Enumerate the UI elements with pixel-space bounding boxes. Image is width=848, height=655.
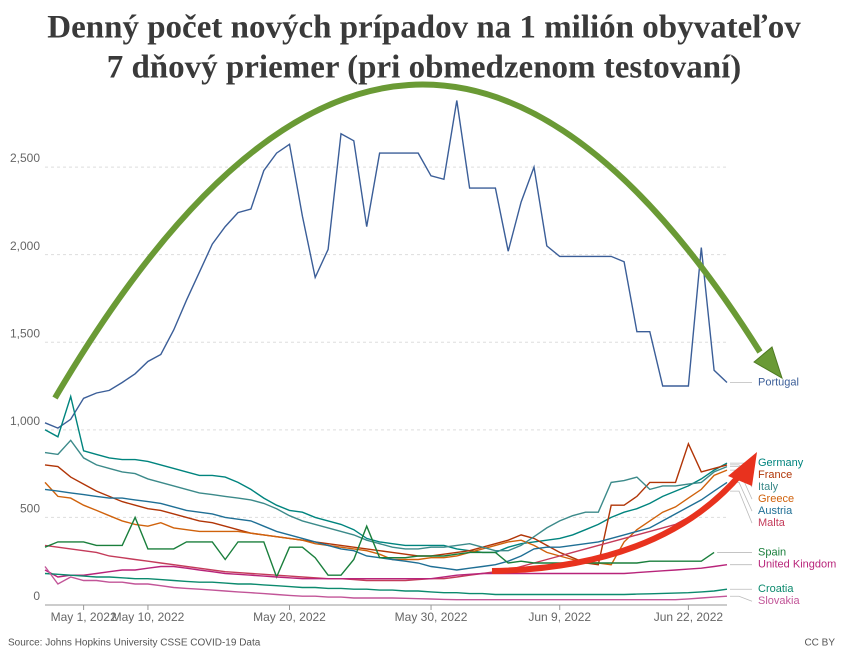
series-line — [44, 439, 728, 552]
legend-label: Portugal — [758, 376, 799, 388]
x-tick-label: Jun 22, 2022 — [654, 610, 724, 624]
chart-title: Denný počet nových prípadov na 1 milión … — [47, 10, 801, 46]
y-tick-label: 2,500 — [10, 151, 40, 165]
series-line — [44, 564, 728, 580]
y-tick-label: 500 — [20, 502, 40, 516]
y-tick-label: 1,000 — [10, 414, 40, 428]
trend-arc — [52, 81, 763, 400]
x-tick-label: Jun 9, 2022 — [528, 610, 591, 624]
series-line — [44, 100, 728, 429]
license-note: CC BY — [804, 638, 835, 649]
series-line — [44, 572, 728, 596]
y-tick-label: 0 — [33, 589, 40, 603]
series-line — [44, 566, 728, 601]
chart-subtitle: 7 dňový priemer (pri obmedzenom testovan… — [107, 50, 742, 86]
legend-label: Greece — [758, 493, 794, 505]
x-tick-label: May 30, 2022 — [395, 610, 468, 624]
legend-label: Spain — [758, 546, 786, 558]
legend-label: Slovakia — [758, 595, 800, 607]
legend-label: United Kingdom — [758, 559, 836, 571]
series-line — [44, 490, 728, 582]
series-line — [44, 469, 728, 566]
legend-label: Germany — [758, 457, 804, 469]
legend-label: France — [758, 469, 792, 481]
y-tick-label: 2,000 — [10, 239, 40, 253]
x-tick-label: May 20, 2022 — [253, 610, 326, 624]
x-tick-label: May 1, 2022 — [51, 610, 117, 624]
arc-arrowhead — [753, 346, 783, 380]
x-tick-label: May 10, 2022 — [112, 610, 185, 624]
legend-label: Austria — [758, 505, 793, 517]
y-tick-label: 1,500 — [10, 326, 40, 340]
series-line — [44, 515, 715, 579]
series-line — [44, 441, 728, 566]
rise-arrow — [491, 473, 743, 574]
annotations — [52, 81, 783, 574]
legend-label: Italy — [758, 481, 779, 493]
rise-arrowhead — [728, 452, 757, 486]
source-note: Source: Johns Hopkins University CSSE CO… — [8, 638, 261, 649]
series-line — [44, 393, 728, 554]
legend-label: Malta — [758, 517, 786, 529]
legend-label: Croatia — [758, 583, 794, 595]
series-line — [44, 481, 728, 571]
legend-leader — [730, 490, 753, 524]
legend-leader — [730, 595, 753, 602]
